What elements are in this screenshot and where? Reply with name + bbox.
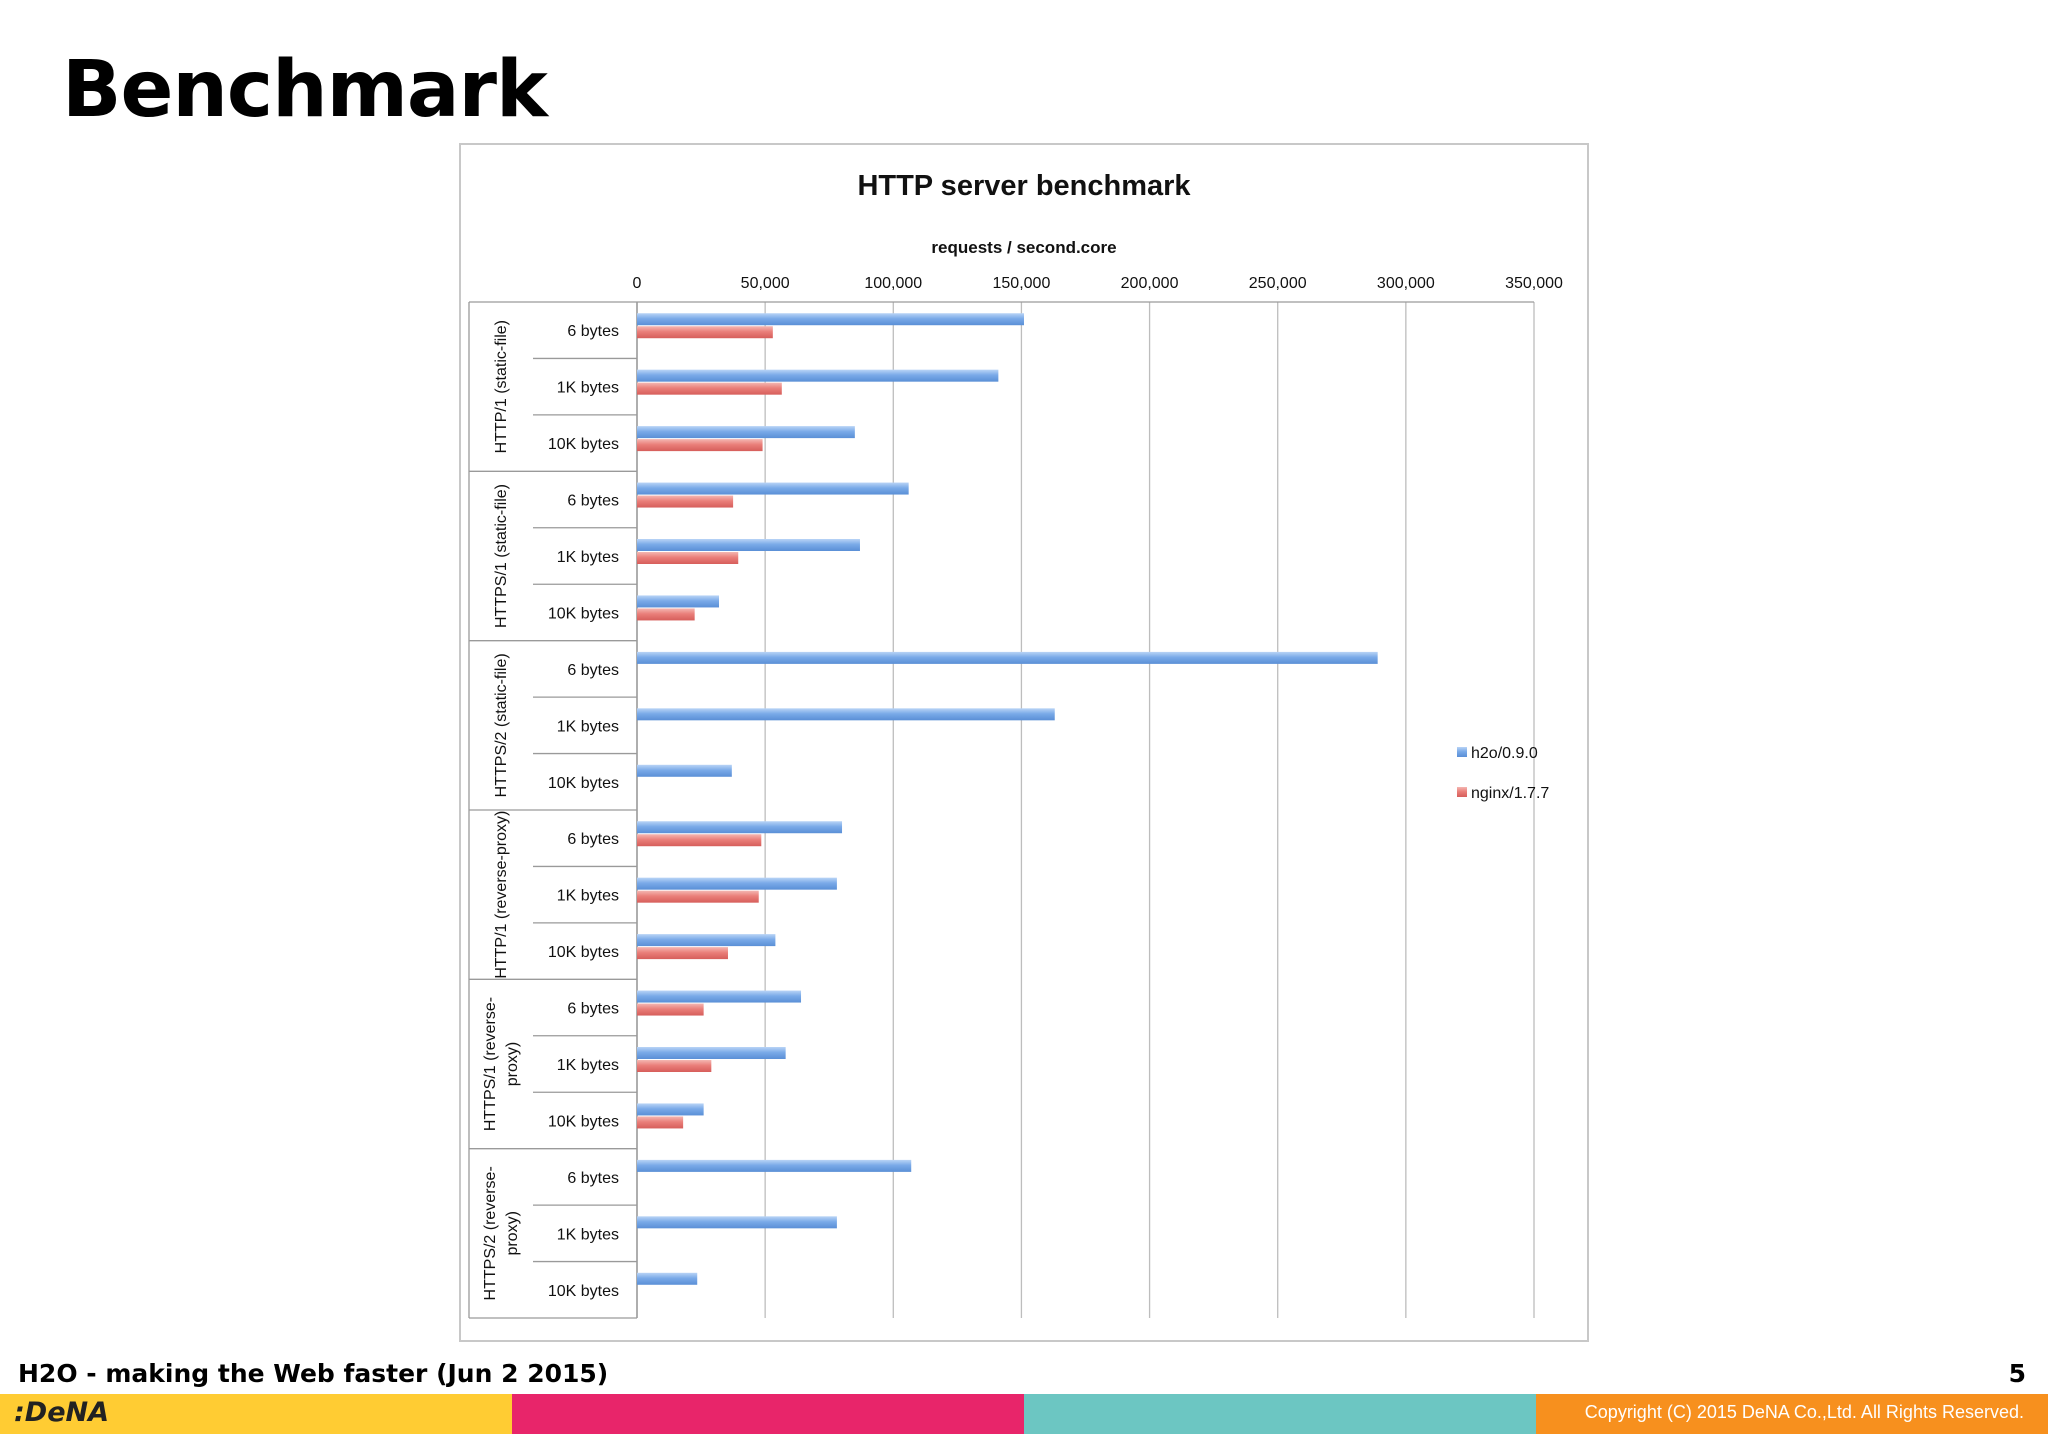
legend-label: nginx/1.7.7: [1471, 785, 1549, 802]
chart-title: HTTP server benchmark: [857, 170, 1191, 202]
x-tick-label: 150,000: [993, 275, 1051, 292]
category-label: 6 bytes: [567, 323, 619, 340]
legend-label: h2o/0.9.0: [1471, 745, 1538, 762]
bar-h2o: [637, 482, 909, 495]
bar-h2o: [637, 651, 1378, 664]
category-label: 10K bytes: [548, 1283, 619, 1300]
bar-nginx: [637, 382, 782, 395]
category-label: 6 bytes: [567, 831, 619, 848]
footer-segment-yellow: :DeNA: [0, 1394, 512, 1434]
category-label: 10K bytes: [548, 436, 619, 453]
x-tick-label: 200,000: [1121, 275, 1179, 292]
x-tick-label: 250,000: [1249, 275, 1307, 292]
category-label: 6 bytes: [567, 493, 619, 510]
bar-h2o: [637, 1103, 704, 1116]
bar-nginx: [637, 1060, 712, 1072]
x-axis-label: requests / second.core: [931, 238, 1116, 257]
bar-h2o: [637, 1272, 698, 1285]
bar-chart: HTTP server benchmark requests / second.c…: [468, 170, 1563, 1319]
dena-logo: :DeNA: [14, 1397, 110, 1428]
footer-segment-orange: Copyright (C) 2015 DeNA Co.,Ltd. All Rig…: [1536, 1394, 2048, 1434]
bar-nginx: [637, 1003, 704, 1016]
category-label: 10K bytes: [548, 1113, 619, 1130]
category-label: 10K bytes: [548, 605, 619, 622]
bar-h2o: [637, 1159, 912, 1172]
category-label: 1K bytes: [557, 1226, 619, 1243]
bar-nginx: [637, 890, 759, 903]
bar-nginx: [637, 834, 762, 847]
bar-h2o: [637, 877, 837, 890]
bar-h2o: [637, 708, 1055, 721]
legend-swatch: [1457, 747, 1467, 757]
bar-nginx: [637, 947, 728, 960]
bar-h2o: [637, 313, 1024, 326]
category-label: 6 bytes: [567, 1001, 619, 1018]
bar-nginx: [637, 608, 695, 621]
footer-segment-pink: [512, 1394, 1024, 1434]
bar-nginx: [637, 1116, 684, 1129]
bar-h2o: [637, 764, 732, 777]
group-label: HTTPS/2 (static-file): [493, 653, 510, 797]
bar-h2o: [637, 821, 843, 834]
x-tick-label: 100,000: [864, 275, 922, 292]
x-tick-label: 300,000: [1377, 275, 1435, 292]
category-label: 1K bytes: [557, 1057, 619, 1074]
category-label: 1K bytes: [557, 718, 619, 735]
bar-h2o: [637, 369, 999, 382]
bar-h2o: [637, 1047, 786, 1059]
bar-h2o: [637, 426, 855, 439]
group-label: HTTP/1 (static-file): [493, 320, 510, 453]
copyright-notice: Copyright (C) 2015 DeNA Co.,Ltd. All Rig…: [1584, 1402, 2024, 1422]
legend-swatch: [1457, 787, 1467, 797]
bar-h2o: [637, 539, 860, 551]
category-label: 6 bytes: [567, 662, 619, 679]
x-tick-label: 0: [633, 275, 642, 292]
category-label: 1K bytes: [557, 549, 619, 566]
bar-nginx: [637, 326, 773, 339]
category-label: 10K bytes: [548, 775, 619, 792]
bar-nginx: [637, 552, 739, 564]
bar-h2o: [637, 934, 776, 947]
category-label: 10K bytes: [548, 944, 619, 961]
slide-title: Benchmark: [62, 45, 548, 135]
x-tick-label: 350,000: [1505, 275, 1563, 292]
bar-h2o: [637, 595, 720, 608]
footer-presentation-title: H2O - making the Web faster (Jun 2 2015): [18, 1359, 609, 1388]
bar-h2o: [637, 1216, 837, 1229]
group-label: HTTPS/1 (static-file): [493, 484, 510, 628]
category-label: 6 bytes: [567, 1170, 619, 1187]
category-label: 1K bytes: [557, 888, 619, 905]
category-label: 1K bytes: [557, 380, 619, 397]
footer-segment-teal: [1024, 1394, 1536, 1434]
group-label: HTTP/1 (reverse-proxy): [493, 811, 510, 979]
footer-color-bar: :DeNA Copyright (C) 2015 DeNA Co.,Ltd. A…: [0, 1394, 2048, 1434]
group-label: HTTPS/1 (reverse-proxy): [482, 997, 521, 1131]
bar-h2o: [637, 990, 802, 1003]
bar-nginx: [637, 495, 734, 508]
group-label: HTTPS/2 (reverse-proxy): [482, 1166, 521, 1300]
chart-frame: HTTP server benchmark requests / second.c…: [459, 143, 1589, 1342]
x-tick-label: 50,000: [741, 275, 790, 292]
bar-nginx: [637, 439, 763, 452]
page-number: 5: [2008, 1359, 2026, 1388]
